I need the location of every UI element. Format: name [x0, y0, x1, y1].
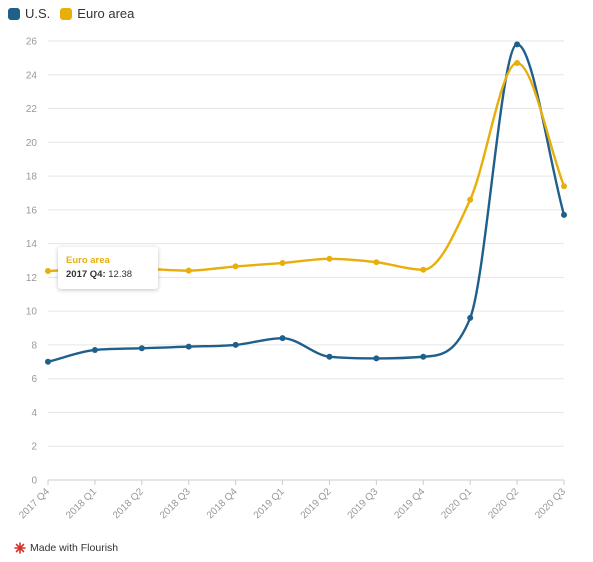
x-tick-label: 2020 Q3 [533, 486, 568, 521]
data-point-us [514, 41, 521, 48]
data-point-us [91, 346, 98, 353]
series-line-us [47, 43, 566, 363]
data-point-us [561, 211, 567, 218]
data-point-us [467, 314, 474, 321]
series-line-euro [47, 61, 566, 273]
data-point-us [45, 358, 51, 365]
made-with-flourish-link[interactable]: Made with Flourish [14, 542, 118, 554]
data-point-us [279, 335, 286, 342]
data-point-euro [420, 266, 427, 273]
y-tick-label: 20 [26, 138, 38, 149]
data-point-euro [232, 263, 239, 270]
x-tick-label: 2018 Q2 [111, 486, 146, 521]
y-tick-label: 0 [31, 476, 37, 487]
legend-label-euro: Euro area [77, 6, 135, 21]
y-tick-label: 4 [31, 408, 37, 419]
x-tick-label: 2018 Q3 [158, 486, 193, 521]
data-point-euro [514, 59, 521, 66]
y-tick-label: 10 [26, 307, 38, 318]
tooltip-value: 12.38 [108, 269, 133, 280]
data-point-euro [45, 267, 51, 274]
x-tick-label: 2018 Q4 [205, 486, 240, 521]
legend-swatch-euro [60, 7, 73, 20]
x-tick-label: 2017 Q4 [17, 486, 52, 521]
tooltip-series: Euro area [66, 255, 110, 266]
x-tick-label: 2020 Q2 [486, 486, 521, 521]
y-tick-label: 6 [31, 374, 37, 385]
data-point-us [420, 353, 427, 360]
data-point-us [326, 353, 333, 360]
x-tick-label: 2019 Q2 [299, 486, 334, 521]
x-tick-label: 2019 Q4 [392, 486, 427, 521]
data-point-us [373, 355, 380, 362]
y-tick-label: 2 [31, 442, 37, 453]
legend-item-euro[interactable]: Euro area [60, 6, 134, 21]
x-tick-label: 2018 Q1 [64, 486, 99, 521]
legend-label-us: U.S. [25, 6, 51, 21]
footer-label: Made with Flourish [30, 542, 119, 554]
y-tick-label: 22 [26, 104, 38, 115]
tooltip: Euro area 2017 Q4: 12.38 [58, 247, 158, 289]
x-tick-label: 2019 Q1 [252, 486, 287, 521]
data-point-euro [561, 183, 567, 190]
y-tick-label: 16 [26, 205, 38, 216]
data-point-us [232, 341, 239, 348]
x-tick-label: 2020 Q1 [439, 486, 474, 521]
flourish-logo-icon [14, 542, 26, 554]
data-point-us [138, 345, 145, 352]
y-tick-label: 14 [26, 239, 38, 250]
data-point-us [185, 343, 192, 350]
data-point-euro [326, 255, 333, 262]
data-point-euro [467, 196, 474, 203]
y-tick-label: 18 [26, 172, 38, 183]
y-tick-label: 24 [26, 70, 38, 81]
data-point-euro [373, 259, 380, 266]
y-tick-label: 26 [26, 37, 38, 48]
legend-swatch-us [8, 7, 20, 20]
legend: U.S. Euro area [8, 6, 134, 21]
y-tick-label: 12 [26, 273, 38, 284]
data-point-euro [185, 267, 192, 274]
tooltip-period: 2017 Q4: [66, 269, 106, 280]
x-tick-label: 2019 Q3 [346, 486, 381, 521]
y-tick-label: 8 [31, 340, 37, 351]
legend-item-us[interactable]: U.S. [8, 6, 50, 21]
data-point-euro [279, 260, 286, 267]
